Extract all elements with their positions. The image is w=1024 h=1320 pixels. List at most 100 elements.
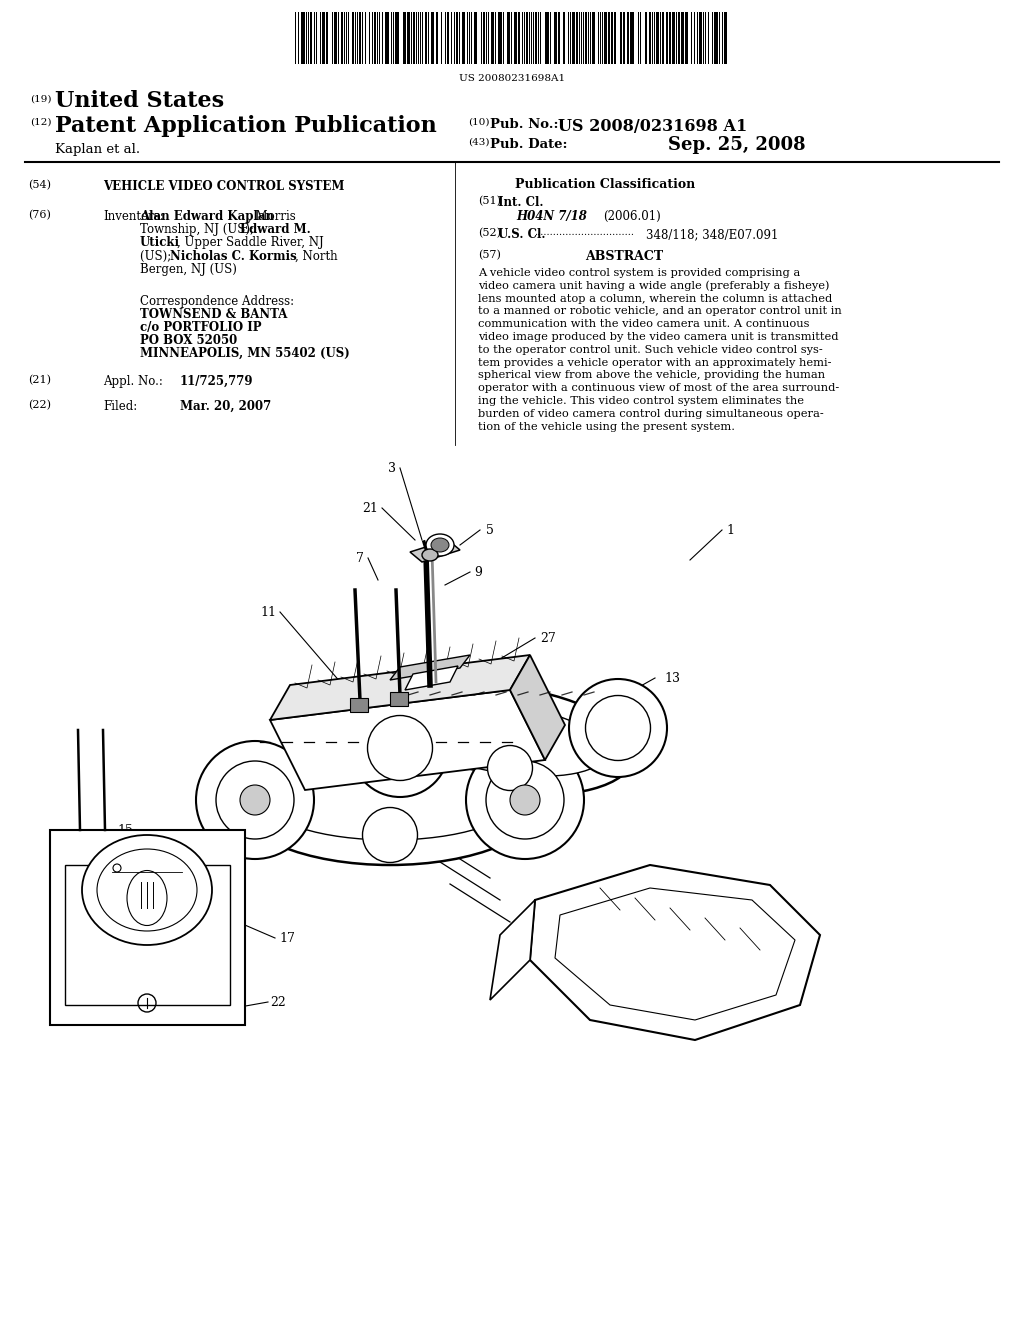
- Text: lens mounted atop a column, wherein the column is attached: lens mounted atop a column, wherein the …: [478, 293, 833, 304]
- Polygon shape: [390, 655, 470, 680]
- Ellipse shape: [586, 696, 650, 760]
- Polygon shape: [490, 900, 535, 1001]
- Bar: [623, 12, 625, 63]
- Text: H04N 7/18: H04N 7/18: [516, 210, 587, 223]
- Text: TOWNSEND & BANTA: TOWNSEND & BANTA: [140, 308, 288, 321]
- Polygon shape: [406, 667, 458, 690]
- Polygon shape: [530, 865, 820, 1040]
- Text: burden of video camera control during simultaneous opera-: burden of video camera control during si…: [478, 409, 823, 418]
- Text: (54): (54): [28, 180, 51, 190]
- Text: A vehicle video control system is provided comprising a: A vehicle video control system is provid…: [478, 268, 800, 279]
- Bar: [310, 12, 312, 63]
- Bar: [407, 12, 410, 63]
- Text: to a manned or robotic vehicle, and an operator control unit in: to a manned or robotic vehicle, and an o…: [478, 306, 842, 317]
- Text: (12): (12): [30, 117, 51, 127]
- Text: PO BOX 52050: PO BOX 52050: [140, 334, 238, 347]
- Ellipse shape: [351, 700, 449, 797]
- Bar: [630, 12, 634, 63]
- Bar: [604, 12, 607, 63]
- Text: operator with a continuous view of most of the area surround-: operator with a continuous view of most …: [478, 383, 840, 393]
- Bar: [65, 865, 230, 1005]
- Text: 21: 21: [362, 502, 378, 515]
- Polygon shape: [270, 690, 545, 789]
- Text: Appl. No.:: Appl. No.:: [103, 375, 163, 388]
- Bar: [558, 12, 560, 63]
- Text: (US);: (US);: [140, 249, 175, 263]
- Bar: [474, 12, 477, 63]
- Text: (51): (51): [478, 195, 501, 206]
- Text: (19): (19): [30, 95, 51, 104]
- Bar: [341, 12, 343, 63]
- Ellipse shape: [510, 785, 540, 814]
- Text: 348/118; 348/E07.091: 348/118; 348/E07.091: [646, 228, 778, 242]
- Bar: [526, 12, 528, 63]
- Text: Correspondence Address:: Correspondence Address:: [140, 294, 294, 308]
- Bar: [350, 698, 368, 711]
- Bar: [666, 12, 668, 63]
- Bar: [535, 12, 537, 63]
- Text: communication with the video camera unit. A continuous: communication with the video camera unit…: [478, 319, 810, 329]
- Text: 3: 3: [388, 462, 396, 474]
- Text: to the operator control unit. Such vehicle video control sys-: to the operator control unit. Such vehic…: [478, 345, 822, 355]
- Bar: [301, 12, 305, 63]
- Text: 1: 1: [726, 524, 734, 536]
- Ellipse shape: [216, 762, 294, 840]
- Polygon shape: [510, 655, 565, 760]
- Text: (57): (57): [478, 249, 501, 260]
- Bar: [395, 12, 399, 63]
- Ellipse shape: [196, 741, 314, 859]
- Text: Pub. No.:: Pub. No.:: [490, 117, 558, 131]
- Bar: [724, 12, 727, 63]
- Bar: [413, 12, 415, 63]
- Bar: [554, 12, 557, 63]
- Bar: [585, 12, 587, 63]
- Text: (10): (10): [468, 117, 489, 127]
- Text: 11: 11: [260, 606, 276, 619]
- Text: Uticki: Uticki: [140, 236, 180, 249]
- Text: MINNEAPOLIS, MN 55402 (US): MINNEAPOLIS, MN 55402 (US): [140, 347, 350, 360]
- Text: video image produced by the video camera unit is transmitted: video image produced by the video camera…: [478, 333, 839, 342]
- Text: Alan Edward Kaplan: Alan Edward Kaplan: [140, 210, 274, 223]
- Bar: [514, 12, 517, 63]
- Bar: [563, 12, 565, 63]
- Text: 17: 17: [280, 932, 295, 945]
- Text: (43): (43): [468, 139, 489, 147]
- Bar: [462, 12, 465, 63]
- Ellipse shape: [127, 870, 167, 925]
- Ellipse shape: [265, 760, 515, 840]
- Text: Publication Classification: Publication Classification: [515, 178, 695, 191]
- Bar: [322, 12, 325, 63]
- Text: US 2008/0231698 A1: US 2008/0231698 A1: [558, 117, 748, 135]
- Text: VEHICLE VIDEO CONTROL SYSTEM: VEHICLE VIDEO CONTROL SYSTEM: [103, 180, 344, 193]
- Ellipse shape: [82, 836, 212, 945]
- Bar: [672, 12, 675, 63]
- Text: , North: , North: [295, 249, 338, 263]
- Text: 11/725,779: 11/725,779: [180, 375, 254, 388]
- Bar: [390, 692, 408, 706]
- Text: Bergen, NJ (US): Bergen, NJ (US): [140, 263, 237, 276]
- Text: ................................: ................................: [534, 228, 634, 238]
- Text: , Morris: , Morris: [248, 210, 296, 223]
- Bar: [572, 12, 575, 63]
- Bar: [374, 12, 376, 63]
- Text: Nicholas C. Kormis: Nicholas C. Kormis: [170, 249, 297, 263]
- Text: US 20080231698A1: US 20080231698A1: [459, 74, 565, 83]
- Text: 22: 22: [270, 995, 286, 1008]
- Text: tem provides a vehicle operator with an approximately hemi-: tem provides a vehicle operator with an …: [478, 358, 831, 367]
- Text: 13: 13: [664, 672, 680, 685]
- Bar: [545, 12, 549, 63]
- Bar: [326, 12, 328, 63]
- Text: U.S. Cl.: U.S. Cl.: [498, 228, 546, 242]
- Bar: [498, 12, 502, 63]
- Text: Sep. 25, 2008: Sep. 25, 2008: [668, 136, 806, 154]
- Bar: [456, 12, 458, 63]
- Ellipse shape: [486, 762, 564, 840]
- Text: 9: 9: [474, 565, 482, 578]
- Text: Int. Cl.: Int. Cl.: [498, 195, 544, 209]
- Text: c/o PORTFOLIO IP: c/o PORTFOLIO IP: [140, 321, 261, 334]
- Bar: [436, 12, 438, 63]
- Bar: [385, 12, 389, 63]
- Text: Mar. 20, 2007: Mar. 20, 2007: [180, 400, 271, 413]
- Bar: [592, 12, 595, 63]
- Bar: [645, 12, 647, 63]
